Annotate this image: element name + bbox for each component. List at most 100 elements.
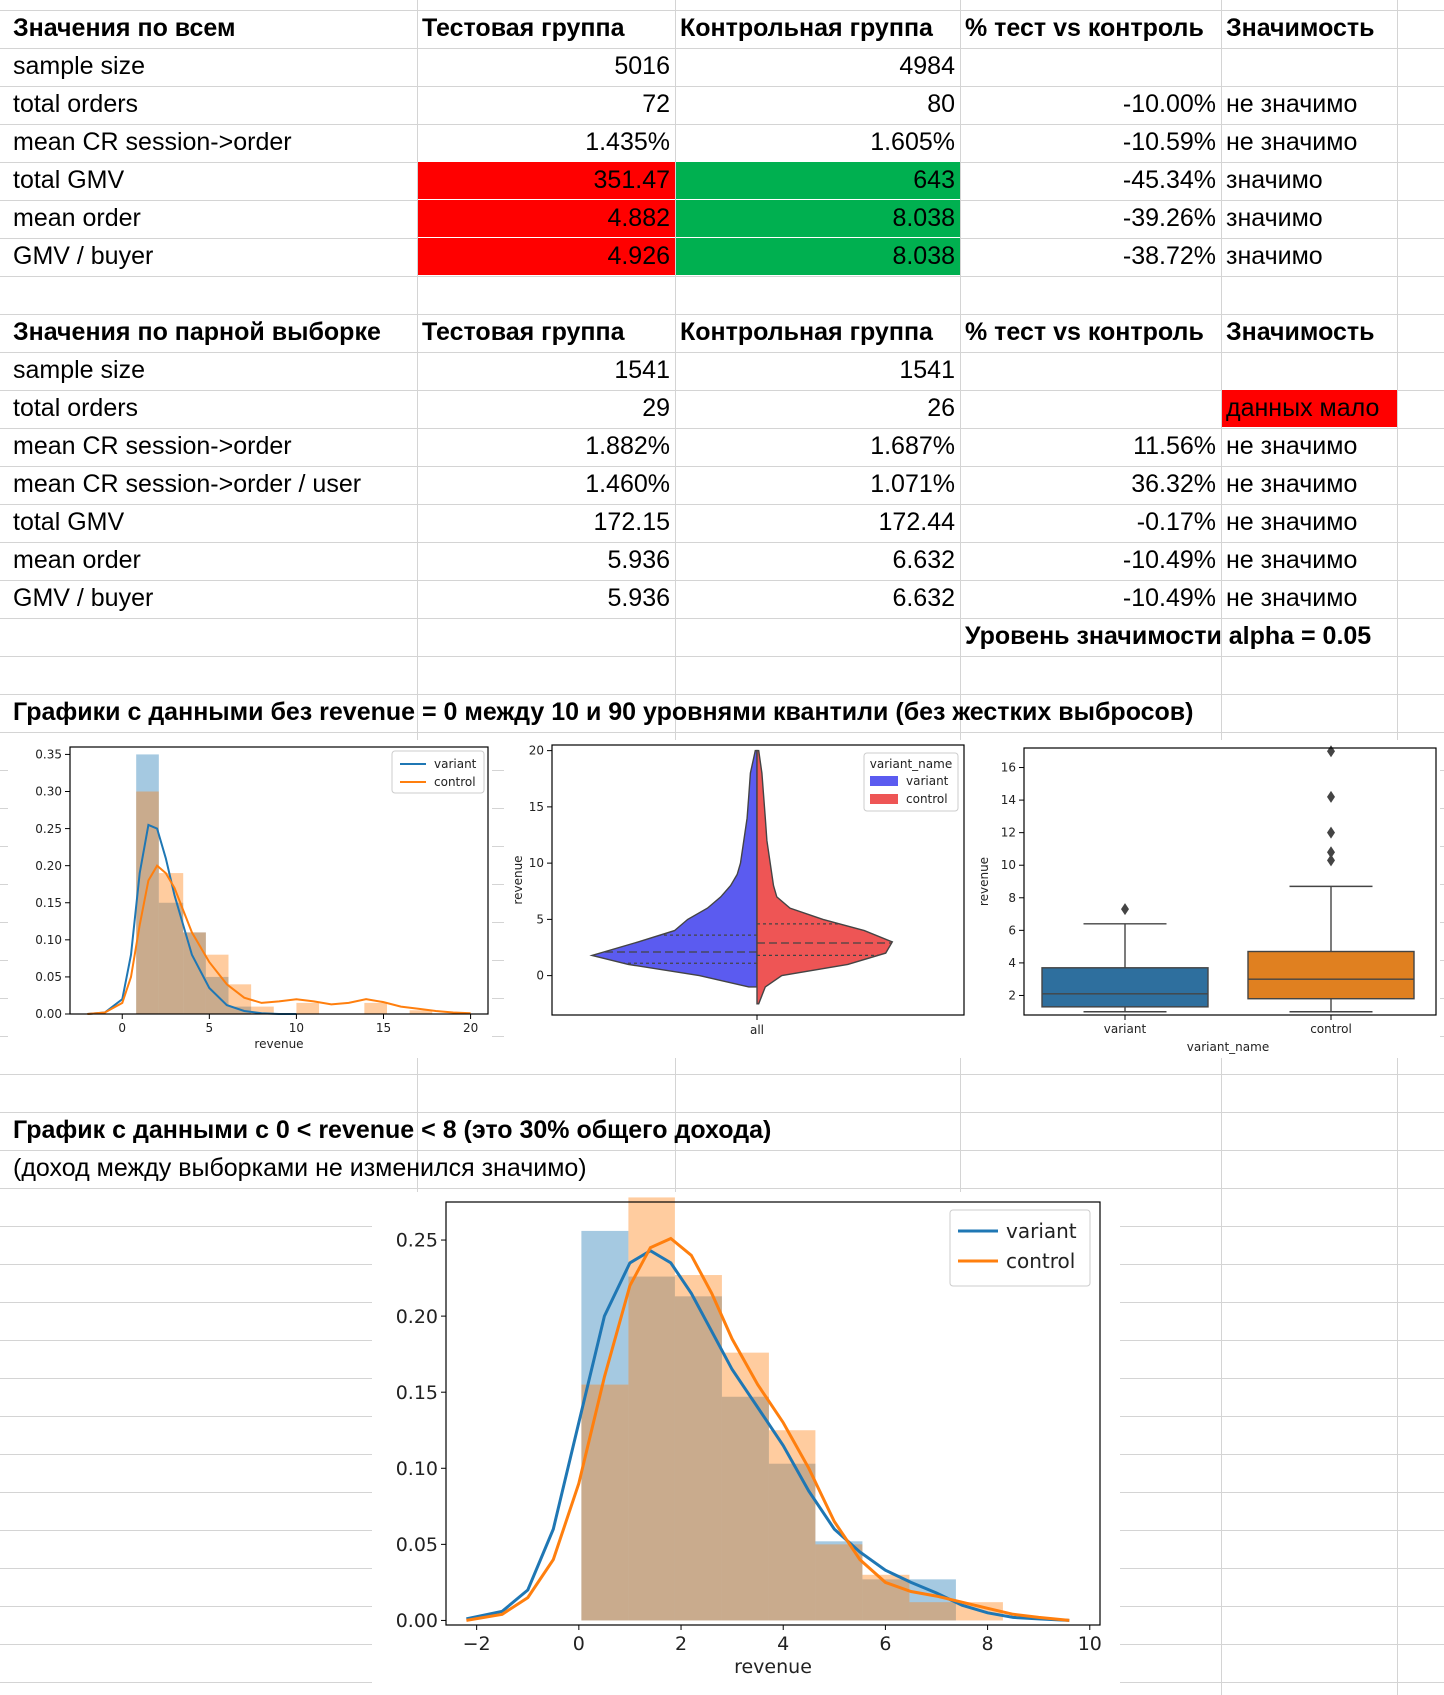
test-value[interactable]: 29 — [642, 394, 670, 422]
row-label[interactable]: total GMV — [13, 166, 125, 194]
control-value-highlight-green[interactable]: 8.038 — [676, 200, 960, 237]
control-value-highlight-green[interactable]: 8.038 — [676, 238, 960, 275]
pct-value[interactable]: 36.32% — [1131, 470, 1216, 498]
sig-value[interactable] — [1222, 352, 1397, 389]
y-tick-label: 14 — [1001, 793, 1016, 807]
control-value[interactable]: 4984 — [899, 52, 955, 80]
sig-value[interactable]: не значимо — [1226, 546, 1358, 574]
table2-header-sig[interactable]: Значимость — [1226, 318, 1375, 346]
legend-label-control: control — [906, 792, 948, 806]
table1-header-control[interactable]: Контрольная группа — [680, 14, 933, 42]
pct-value[interactable]: -0.17% — [1136, 508, 1216, 536]
y-tick-label: 0 — [536, 969, 544, 983]
histogram-chart-small: 0 5 10 15 20 0.00 0.05 0.10 0.15 0.20 0.25 0.30 0.35… — [8, 740, 492, 1058]
control-value[interactable]: 1.605% — [870, 128, 955, 156]
test-value-highlight-red[interactable]: 351.47 — [418, 162, 675, 199]
control-value[interactable]: 6.632 — [892, 546, 955, 574]
plot-frame — [1023, 747, 1437, 1016]
test-value[interactable]: 1541 — [614, 356, 670, 384]
pct-value[interactable] — [961, 390, 1221, 427]
test-value[interactable]: 5.936 — [607, 546, 670, 574]
table1-header-label[interactable]: Значения по всем — [13, 14, 236, 42]
sig-value[interactable]: не значимо — [1226, 90, 1358, 118]
table2-header-pct[interactable]: % тест vs контроль — [965, 318, 1204, 346]
section1-title[interactable]: Графики с данными без revenue = 0 между … — [13, 698, 1194, 726]
legend-label-variant: variant — [434, 757, 477, 771]
legend-label-variant: variant — [906, 774, 949, 788]
table2-header-label[interactable]: Значения по парной выборке — [13, 318, 381, 346]
row-label[interactable]: sample size — [13, 52, 145, 80]
sig-value[interactable]: не значимо — [1226, 128, 1358, 156]
row-gridline — [0, 466, 1444, 467]
row-label[interactable]: total orders — [13, 394, 139, 422]
pct-value[interactable]: -39.26% — [1122, 204, 1216, 232]
row-label[interactable]: sample size — [13, 356, 145, 384]
control-value[interactable]: 172.44 — [878, 508, 955, 536]
y-tick-label: 2 — [1008, 988, 1016, 1002]
section2-title[interactable]: График с данными с 0 < revenue < 8 (это … — [13, 1116, 772, 1144]
table2-header-test[interactable]: Тестовая группа — [422, 318, 625, 346]
control-value[interactable]: 1.071% — [870, 470, 955, 498]
row-label[interactable]: total GMV — [13, 508, 125, 536]
test-value[interactable]: 5016 — [614, 52, 670, 80]
row-label[interactable]: mean CR session->order — [13, 432, 292, 460]
pct-value[interactable]: -10.00% — [1122, 90, 1216, 118]
row-label[interactable]: total orders — [13, 90, 139, 118]
table1-header-sig[interactable]: Значимость — [1226, 14, 1375, 42]
pct-value[interactable]: -45.34% — [1122, 166, 1216, 194]
test-value[interactable]: 1.435% — [585, 128, 670, 156]
test-value[interactable]: 172.15 — [593, 508, 670, 536]
row-label[interactable]: mean CR session->order — [13, 128, 292, 156]
hist-bar-control — [183, 932, 206, 1014]
sig-value[interactable]: не значимо — [1226, 508, 1358, 536]
hist-bar-variant — [862, 1579, 910, 1621]
control-value[interactable]: 6.632 — [892, 584, 955, 612]
test-value-highlight-red[interactable]: 4.926 — [418, 238, 675, 275]
control-value-highlight-green[interactable]: 643 — [676, 162, 960, 199]
box-outlier-control — [1327, 790, 1335, 803]
row-label[interactable]: GMV / buyer — [13, 584, 154, 612]
row-label[interactable]: mean order — [13, 204, 141, 232]
y-tick-label: 10 — [1001, 858, 1016, 872]
pct-value[interactable]: -10.49% — [1122, 584, 1216, 612]
test-value-highlight-red[interactable]: 4.882 — [418, 200, 675, 237]
section2-subtitle[interactable]: (доход между выборками не изменился знач… — [13, 1154, 587, 1182]
pct-value[interactable]: -10.49% — [1122, 546, 1216, 574]
y-tick-label: 0.05 — [396, 1534, 438, 1556]
pct-value[interactable] — [961, 352, 1221, 389]
control-value[interactable]: 80 — [927, 90, 955, 118]
y-tick-label: 8 — [1008, 891, 1016, 905]
sig-value[interactable]: не значимо — [1226, 432, 1358, 460]
x-tick-label: 10 — [1078, 1633, 1102, 1655]
pct-value[interactable]: -38.72% — [1122, 242, 1216, 270]
sig-value[interactable]: значимо — [1226, 204, 1323, 232]
test-value[interactable]: 1.882% — [585, 432, 670, 460]
pct-value[interactable]: 11.56% — [1133, 432, 1216, 460]
pct-value[interactable] — [961, 48, 1221, 85]
control-value[interactable]: 1541 — [899, 356, 955, 384]
test-value[interactable]: 1.460% — [585, 470, 670, 498]
table1-header-pct[interactable]: % тест vs контроль — [965, 14, 1204, 42]
control-value[interactable]: 1.687% — [870, 432, 955, 460]
sig-value[interactable]: не значимо — [1226, 470, 1358, 498]
row-gridline — [0, 10, 1444, 11]
control-value[interactable]: 26 — [927, 394, 955, 422]
test-value[interactable]: 5.936 — [607, 584, 670, 612]
y-axis-label: revenue — [511, 855, 525, 904]
table2-header-control[interactable]: Контрольная группа — [680, 318, 933, 346]
row-label[interactable]: GMV / buyer — [13, 242, 154, 270]
row-label[interactable]: mean order — [13, 546, 141, 574]
sig-value-highlight-red[interactable]: данных мало — [1222, 390, 1397, 427]
pct-value[interactable]: -10.59% — [1122, 128, 1216, 156]
table1-header-test[interactable]: Тестовая группа — [422, 14, 625, 42]
row-label[interactable]: mean CR session->order / user — [13, 470, 362, 498]
sig-value[interactable] — [1222, 48, 1397, 85]
alpha-note[interactable]: Уровень значимости alpha = 0.05 — [965, 622, 1372, 650]
sig-value[interactable]: не значимо — [1226, 584, 1358, 612]
test-value[interactable]: 72 — [642, 90, 670, 118]
hist-bar-control — [581, 1384, 629, 1621]
sig-value[interactable]: значимо — [1226, 166, 1323, 194]
sig-value[interactable]: значимо — [1226, 242, 1323, 270]
y-tick-label: 0.25 — [396, 1230, 438, 1252]
